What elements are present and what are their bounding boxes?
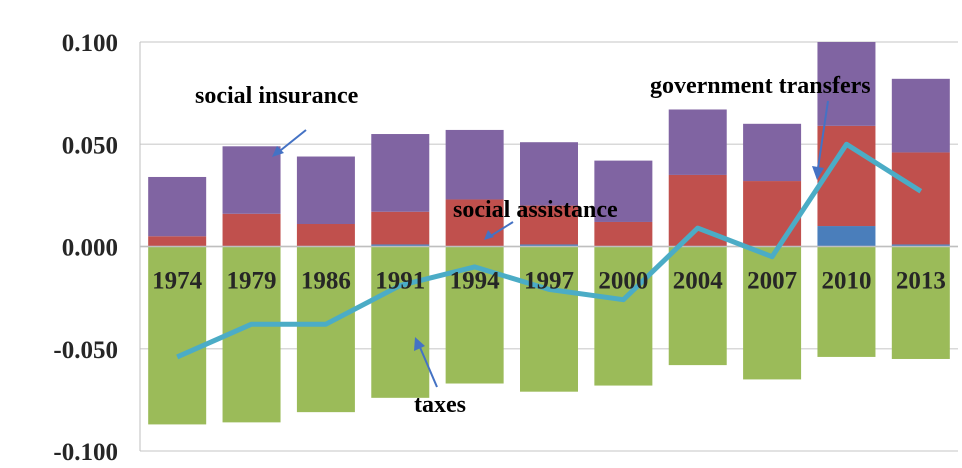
bar-segment-green bbox=[594, 246, 653, 386]
bar-segment-purple bbox=[668, 109, 727, 175]
arrow-head-taxes bbox=[414, 337, 425, 351]
x-axis: 1974 1979 1986 1991 1994 1997 2000 2004 2007 2010… bbox=[152, 268, 946, 295]
x-tick-label: 1986 bbox=[301, 268, 351, 295]
arrow-head-government-transfers bbox=[812, 166, 824, 180]
bar-segment-green bbox=[371, 246, 430, 398]
annotation-social-insurance: social insurance bbox=[195, 83, 359, 109]
bar-segment-purple bbox=[445, 129, 504, 200]
bar-segment-red bbox=[445, 199, 504, 247]
annotation-taxes: taxes bbox=[414, 392, 466, 418]
x-tick-label: 2000 bbox=[598, 268, 648, 295]
arrow-head-social-insurance bbox=[272, 146, 284, 157]
bar-segment-green bbox=[817, 246, 876, 357]
bar-segment-purple bbox=[743, 123, 802, 182]
bar-segment-green bbox=[296, 246, 355, 413]
x-tick-label: 1974 bbox=[152, 268, 203, 295]
bar-segment-red bbox=[296, 224, 355, 247]
annotations: social insurance social assistance gover… bbox=[195, 73, 871, 418]
bar-segment-blue bbox=[891, 244, 950, 247]
line-layer bbox=[176, 141, 923, 360]
bar-segment-green bbox=[520, 246, 578, 392]
bar-segment-red bbox=[891, 152, 950, 245]
bar-segment-green bbox=[668, 246, 727, 366]
bars-layer bbox=[140, 42, 958, 425]
bar-segment-green bbox=[148, 246, 207, 425]
x-tick-label: 2013 bbox=[896, 268, 946, 295]
bar-segment-purple bbox=[520, 142, 578, 206]
annotation-government-transfers: government transfers bbox=[650, 73, 871, 99]
bar-segment-red bbox=[371, 211, 430, 245]
x-tick-label: 2010 bbox=[821, 268, 871, 295]
bar-segment-purple bbox=[371, 134, 430, 212]
bar-segment-red bbox=[222, 213, 281, 247]
arrow-government-transfers bbox=[817, 100, 829, 169]
bar-segment-blue bbox=[520, 244, 578, 247]
y-tick-label: -0.100 bbox=[53, 439, 118, 466]
annotation-social-assistance: social assistance bbox=[453, 197, 618, 223]
x-tick-label: 1997 bbox=[524, 268, 574, 295]
bar-segment-purple bbox=[891, 78, 950, 153]
x-tick-label: 1994 bbox=[450, 268, 501, 295]
x-tick-label: 1991 bbox=[375, 268, 425, 295]
y-tick-label: 0.000 bbox=[62, 235, 118, 262]
bar-segment-purple bbox=[296, 156, 355, 225]
x-tick-label: 1979 bbox=[227, 268, 277, 295]
x-tick-label: 2007 bbox=[747, 268, 797, 295]
arrow-taxes bbox=[418, 344, 438, 388]
y-tick-label: -0.050 bbox=[53, 337, 118, 364]
bar-segment-blue bbox=[371, 244, 430, 247]
y-tick-label: 0.050 bbox=[62, 132, 118, 159]
y-tick-label: 0.100 bbox=[62, 30, 118, 57]
bar-segment-green bbox=[743, 246, 802, 380]
x-tick-label: 2004 bbox=[673, 268, 724, 295]
bar-segment-purple bbox=[148, 176, 207, 237]
bar-segment-red bbox=[743, 181, 802, 247]
bar-segment-green bbox=[891, 246, 950, 359]
bar-segment-red bbox=[148, 236, 207, 247]
bar-segment-purple bbox=[594, 160, 653, 222]
arrow-social-assistance bbox=[488, 221, 514, 238]
arrow-head-social-assistance bbox=[484, 230, 494, 240]
bar-segment-purple bbox=[222, 146, 281, 214]
bar-segment-red bbox=[594, 221, 653, 247]
bar-segment-blue bbox=[817, 226, 876, 247]
bar-segment-red bbox=[520, 205, 578, 245]
y-axis: 0.100 0.050 0.000 -0.050 -0.100 bbox=[53, 30, 118, 466]
